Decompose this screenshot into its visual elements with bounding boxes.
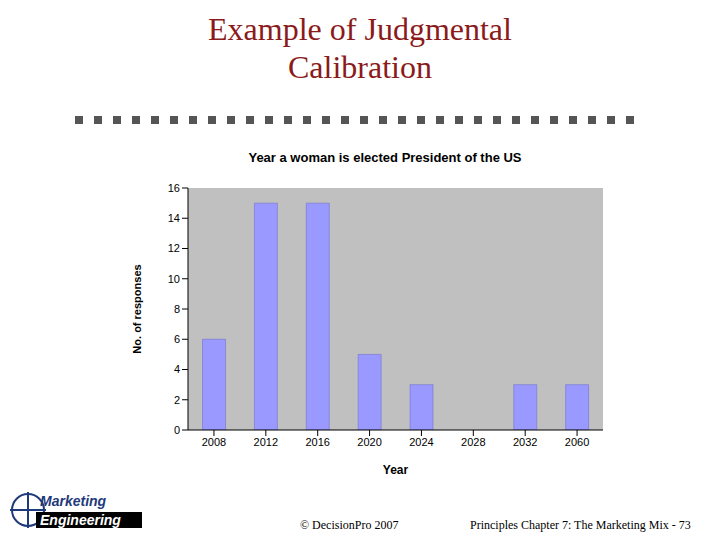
- svg-text:4: 4: [174, 363, 180, 375]
- svg-text:6: 6: [174, 333, 180, 345]
- svg-text:2: 2: [174, 394, 180, 406]
- svg-text:12: 12: [168, 242, 180, 254]
- svg-text:Engineering: Engineering: [40, 512, 121, 528]
- svg-text:8: 8: [174, 303, 180, 315]
- svg-text:2024: 2024: [409, 436, 433, 448]
- html-text:Example of Judgmental Calibrat: Example of Judgmental Calibration: [208, 11, 512, 85]
- html-text:© DecisionPro 2007: © DecisionPro 2007: [300, 518, 399, 532]
- svg-text:2028: 2028: [461, 436, 485, 448]
- svg-text:14: 14: [168, 212, 180, 224]
- svg-text:10: 10: [168, 273, 180, 285]
- svg-text:16: 16: [168, 182, 180, 194]
- html-text:Year a woman is elected Presid: Year a woman is elected President of the…: [248, 150, 522, 165]
- svg-text:2012: 2012: [254, 436, 278, 448]
- svg-text:2008: 2008: [202, 436, 226, 448]
- svg-text:No. of responses: No. of responses: [131, 264, 143, 353]
- svg-text:2032: 2032: [513, 436, 537, 448]
- svg-text:Marketing: Marketing: [40, 493, 107, 509]
- svg-text:2060: 2060: [565, 436, 589, 448]
- svg-text:0: 0: [174, 424, 180, 436]
- svg-text:2016: 2016: [305, 436, 329, 448]
- html-text:Principles Chapter 7: The Mark: Principles Chapter 7: The Marketing Mix …: [470, 518, 691, 532]
- svg-text:2020: 2020: [357, 436, 381, 448]
- svg-text:Year: Year: [383, 463, 409, 477]
